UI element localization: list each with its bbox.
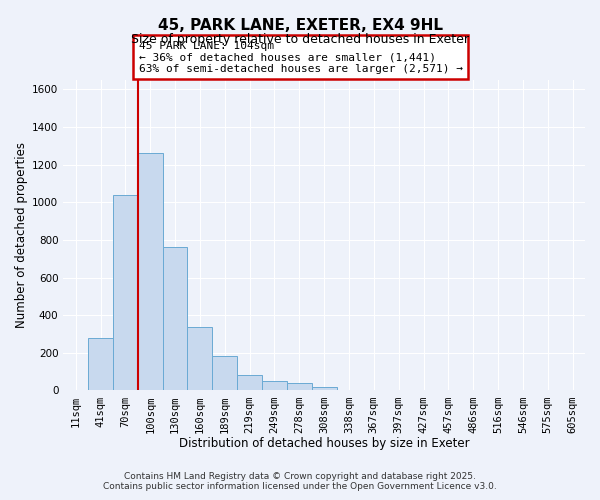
Text: 45, PARK LANE, EXETER, EX4 9HL: 45, PARK LANE, EXETER, EX4 9HL — [157, 18, 443, 32]
Text: Contains public sector information licensed under the Open Government Licence v3: Contains public sector information licen… — [103, 482, 497, 491]
Text: Contains HM Land Registry data © Crown copyright and database right 2025.: Contains HM Land Registry data © Crown c… — [124, 472, 476, 481]
Bar — [212, 356, 237, 390]
Bar — [163, 248, 187, 390]
Bar — [113, 195, 138, 390]
X-axis label: Distribution of detached houses by size in Exeter: Distribution of detached houses by size … — [179, 437, 469, 450]
Bar — [88, 338, 113, 390]
Text: 45 PARK LANE: 104sqm
← 36% of detached houses are smaller (1,441)
63% of semi-de: 45 PARK LANE: 104sqm ← 36% of detached h… — [139, 40, 463, 74]
Bar — [312, 386, 337, 390]
Bar — [287, 384, 312, 390]
Y-axis label: Number of detached properties: Number of detached properties — [15, 142, 28, 328]
Bar — [138, 154, 163, 390]
Text: Size of property relative to detached houses in Exeter: Size of property relative to detached ho… — [131, 32, 469, 46]
Bar — [262, 380, 287, 390]
Bar — [237, 375, 262, 390]
Bar — [187, 328, 212, 390]
